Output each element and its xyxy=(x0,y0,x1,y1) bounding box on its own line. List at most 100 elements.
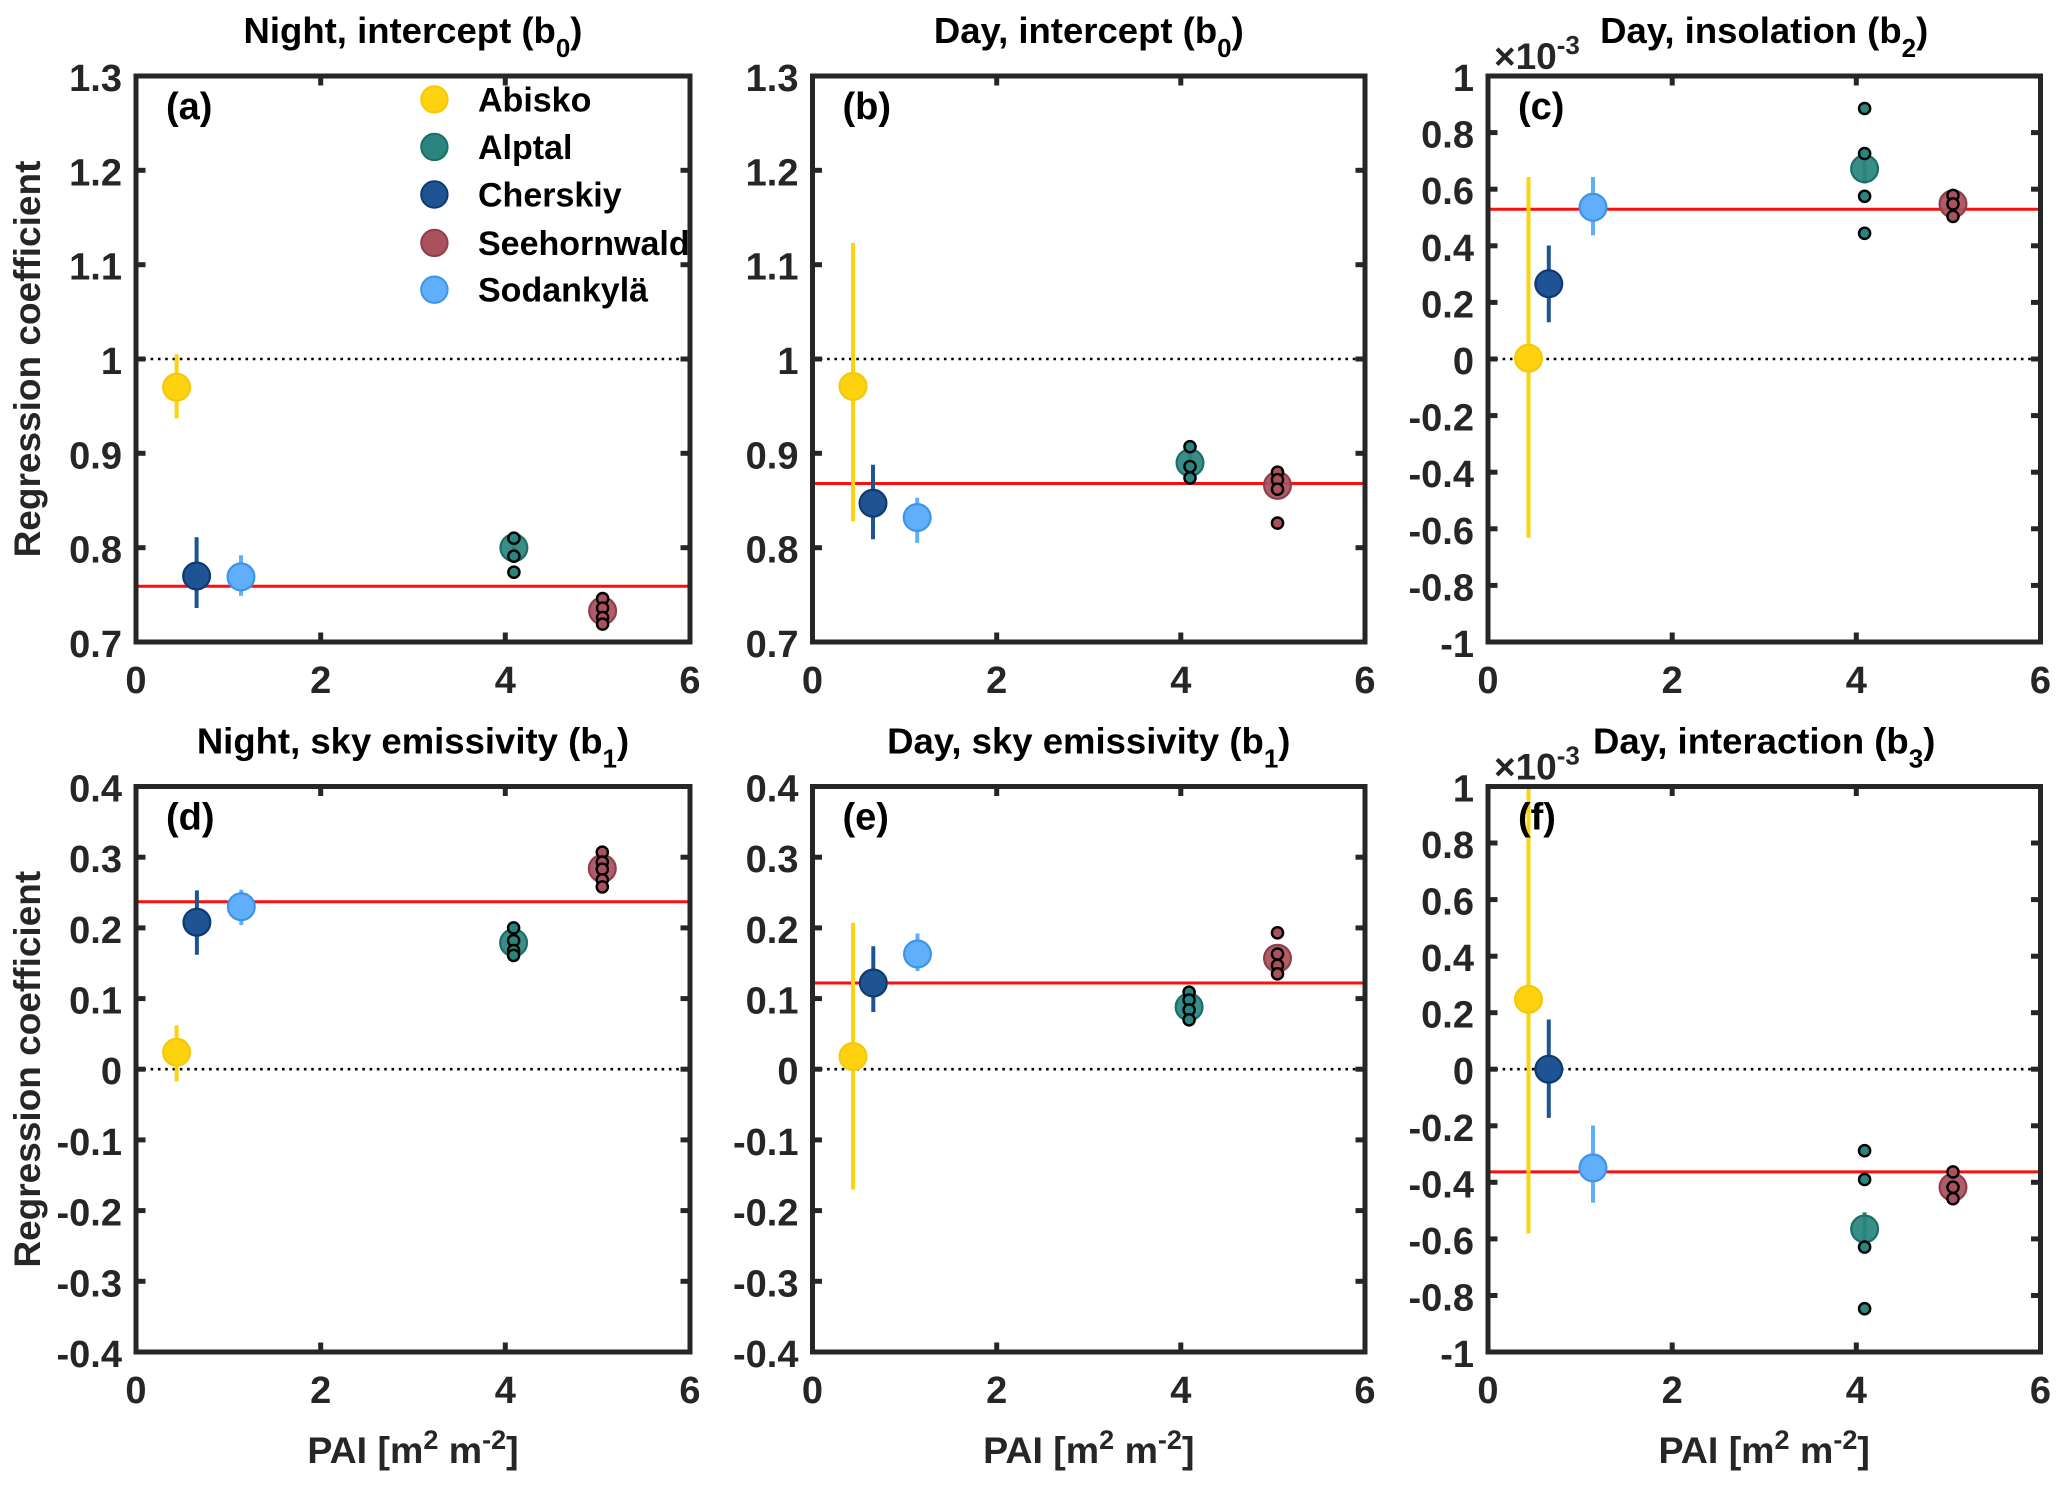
svg-text:0.2: 0.2 xyxy=(69,910,122,952)
svg-text:0.8: 0.8 xyxy=(69,530,122,572)
svg-text:-0.4: -0.4 xyxy=(733,1334,798,1376)
svg-text:0.2: 0.2 xyxy=(1421,284,1474,326)
svg-text:0.6: 0.6 xyxy=(1421,882,1474,924)
svg-text:-0.2: -0.2 xyxy=(1409,398,1474,440)
svg-text:2: 2 xyxy=(1662,660,1683,702)
svg-text:2: 2 xyxy=(1662,1370,1683,1412)
svg-text:Day, intercept (b0): Day, intercept (b0) xyxy=(934,10,1244,63)
svg-text:0.8: 0.8 xyxy=(1421,825,1474,867)
svg-text:-0.4: -0.4 xyxy=(1409,1164,1474,1206)
svg-text:(c): (c) xyxy=(1518,86,1564,128)
svg-text:0: 0 xyxy=(125,1370,146,1412)
svg-text:0: 0 xyxy=(802,1370,823,1412)
svg-text:-0.8: -0.8 xyxy=(1409,1278,1474,1320)
svg-text:0.8: 0.8 xyxy=(1421,115,1474,157)
svg-text:Day, sky emissivity (b1): Day, sky emissivity (b1) xyxy=(887,721,1290,774)
svg-text:0: 0 xyxy=(125,660,146,702)
svg-text:6: 6 xyxy=(1354,660,1375,702)
svg-text:4: 4 xyxy=(495,1370,516,1412)
svg-text:Regression coefficient: Regression coefficient xyxy=(7,161,48,558)
svg-text:1.2: 1.2 xyxy=(746,152,799,194)
svg-text:(a): (a) xyxy=(166,86,212,128)
svg-text:-0.6: -0.6 xyxy=(1409,1221,1474,1263)
svg-text:0.2: 0.2 xyxy=(746,910,799,952)
svg-text:0.4: 0.4 xyxy=(1421,228,1474,270)
svg-text:Day, interaction (b3): Day, interaction (b3) xyxy=(1593,721,1935,774)
svg-text:Regression coefficient: Regression coefficient xyxy=(7,871,48,1268)
svg-text:0: 0 xyxy=(1477,660,1498,702)
svg-text:-0.4: -0.4 xyxy=(57,1334,122,1376)
svg-text:0.4: 0.4 xyxy=(69,769,122,811)
svg-text:0.4: 0.4 xyxy=(746,769,799,811)
svg-text:1: 1 xyxy=(777,341,798,383)
svg-text:6: 6 xyxy=(1354,1370,1375,1412)
svg-text:Alptal: Alptal xyxy=(478,129,572,167)
svg-text:0: 0 xyxy=(802,660,823,702)
svg-text:Seehornwald: Seehornwald xyxy=(478,225,690,263)
svg-text:0: 0 xyxy=(1477,1370,1498,1412)
svg-text:0.4: 0.4 xyxy=(1421,938,1474,980)
svg-text:-0.2: -0.2 xyxy=(57,1193,122,1235)
svg-text:1.3: 1.3 xyxy=(746,58,799,100)
svg-text:Night, sky emissivity (b1): Night, sky emissivity (b1) xyxy=(197,721,629,774)
svg-text:4: 4 xyxy=(1846,1370,1867,1412)
svg-text:Cherskiy: Cherskiy xyxy=(478,177,622,215)
svg-text:-0.1: -0.1 xyxy=(57,1122,122,1164)
svg-text:0.6: 0.6 xyxy=(1421,171,1474,213)
svg-text:-0.2: -0.2 xyxy=(733,1193,798,1235)
svg-text:PAI [m2 m-2]: PAI [m2 m-2] xyxy=(983,1425,1194,1471)
svg-text:-0.2: -0.2 xyxy=(1409,1108,1474,1150)
svg-text:4: 4 xyxy=(495,660,516,702)
svg-text:1.1: 1.1 xyxy=(69,247,122,289)
svg-text:0.3: 0.3 xyxy=(746,839,799,881)
svg-text:(f): (f) xyxy=(1518,797,1556,839)
svg-text:0.9: 0.9 xyxy=(69,435,122,477)
svg-text:0.2: 0.2 xyxy=(1421,995,1474,1037)
svg-text:Abisko: Abisko xyxy=(478,81,591,119)
svg-text:(e): (e) xyxy=(843,797,889,839)
svg-text:Night, intercept (b0): Night, intercept (b0) xyxy=(244,10,583,63)
svg-text:6: 6 xyxy=(679,660,700,702)
svg-text:2: 2 xyxy=(310,660,331,702)
svg-text:Day, insolation (b2): Day, insolation (b2) xyxy=(1600,10,1928,63)
svg-text:1: 1 xyxy=(1453,769,1474,811)
svg-text:(b): (b) xyxy=(843,86,892,128)
svg-text:2: 2 xyxy=(986,660,1007,702)
svg-text:0: 0 xyxy=(1453,341,1474,383)
svg-text:2: 2 xyxy=(310,1370,331,1412)
svg-text:4: 4 xyxy=(1170,1370,1191,1412)
svg-text:0.8: 0.8 xyxy=(746,530,799,572)
svg-text:-1: -1 xyxy=(1440,1334,1474,1376)
svg-text:1.3: 1.3 xyxy=(69,58,122,100)
svg-text:PAI [m2 m-2]: PAI [m2 m-2] xyxy=(1659,1425,1870,1471)
svg-text:0.1: 0.1 xyxy=(746,981,799,1023)
svg-text:-0.6: -0.6 xyxy=(1409,511,1474,553)
svg-text:2: 2 xyxy=(986,1370,1007,1412)
svg-text:0.7: 0.7 xyxy=(69,624,122,666)
svg-text:PAI [m2 m-2]: PAI [m2 m-2] xyxy=(307,1425,518,1471)
svg-text:-0.4: -0.4 xyxy=(1409,454,1474,496)
svg-text:6: 6 xyxy=(679,1370,700,1412)
svg-text:0: 0 xyxy=(101,1051,122,1093)
svg-text:4: 4 xyxy=(1170,660,1191,702)
svg-text:0: 0 xyxy=(1453,1051,1474,1093)
svg-text:-0.3: -0.3 xyxy=(733,1263,798,1305)
svg-text:×10-3: ×10-3 xyxy=(1494,741,1580,788)
svg-text:×10-3: ×10-3 xyxy=(1494,30,1580,77)
svg-text:-1: -1 xyxy=(1440,624,1474,666)
svg-text:1: 1 xyxy=(101,341,122,383)
svg-text:(d): (d) xyxy=(166,797,215,839)
svg-text:0.1: 0.1 xyxy=(69,981,122,1023)
svg-text:Sodankylä: Sodankylä xyxy=(478,272,648,310)
svg-text:4: 4 xyxy=(1846,660,1867,702)
svg-text:1: 1 xyxy=(1453,58,1474,100)
svg-text:0.9: 0.9 xyxy=(746,435,799,477)
svg-text:1.1: 1.1 xyxy=(746,247,799,289)
svg-text:0.3: 0.3 xyxy=(69,839,122,881)
svg-text:1.2: 1.2 xyxy=(69,152,122,194)
svg-text:6: 6 xyxy=(2030,660,2051,702)
svg-text:0.7: 0.7 xyxy=(746,624,799,666)
svg-text:-0.8: -0.8 xyxy=(1409,567,1474,609)
svg-text:-0.1: -0.1 xyxy=(733,1122,798,1164)
svg-text:-0.3: -0.3 xyxy=(57,1263,122,1305)
